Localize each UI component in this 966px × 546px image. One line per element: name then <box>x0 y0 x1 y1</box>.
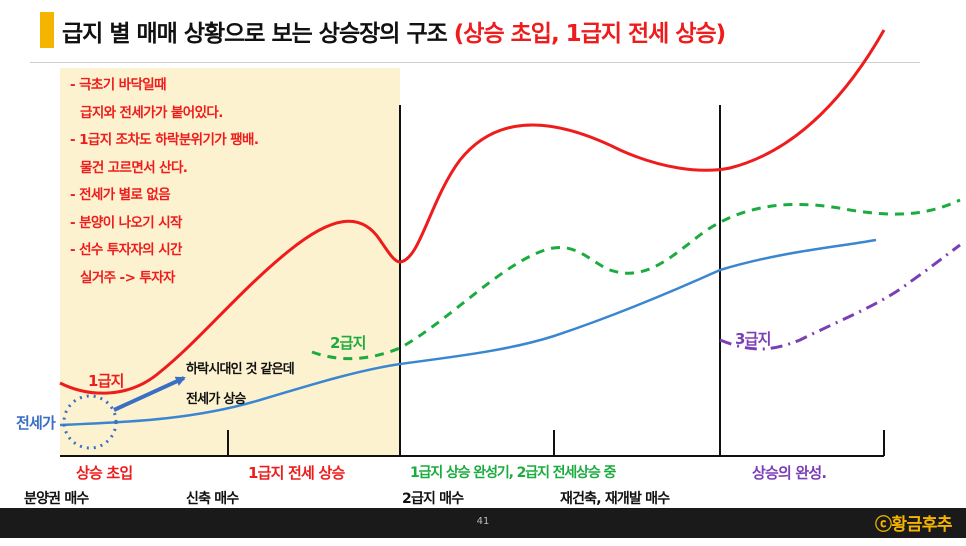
tier3-label: 3급지 <box>735 330 771 348</box>
phase-label: 1급지 전세 상승 <box>248 464 345 482</box>
title-main: 급지 별 매매 상황으로 보는 상승장의 구조 <box>62 21 448 47</box>
footer-bar <box>0 508 966 538</box>
tier2-label: 2급지 <box>330 334 366 352</box>
early-phase-notes: - 극초기 바닥일때 급지와 전세가가 붙어있다. - 1급지 조차도 하락분위… <box>70 72 259 292</box>
tier1-curve <box>59 29 886 395</box>
page-number: 41 <box>476 516 490 527</box>
phase-label: 상승의 완성. <box>752 464 827 482</box>
note-item: - 전세가 별로 없음 <box>70 187 171 203</box>
buy-label: 재건축, 재개발 매수 <box>560 491 670 507</box>
tier1-label: 1급지 <box>88 372 124 390</box>
note-item: 급지와 전세가가 붙어있다. <box>80 104 223 121</box>
note-item: - 분양이 나오기 시작 <box>70 214 182 231</box>
jeonse-label: 전세가 <box>16 414 56 432</box>
phase-label: 1급지 상승 완성기, 2급지 전세상승 중 <box>410 465 616 481</box>
bottom-focus-circle <box>62 394 118 450</box>
phase-label: 상승 초입 <box>76 464 133 482</box>
buy-label: 신축 매수 <box>186 491 239 507</box>
annotation-line2: 전세가 상승 <box>186 392 246 407</box>
annotation-line1: 하락시대인 것 같은데 <box>186 362 295 377</box>
rise-arrow <box>113 376 186 412</box>
note-item: - 선수 투자자의 시간 <box>70 242 182 258</box>
note-item: - 1급지 조차도 하락분위기가 팽배. <box>70 132 259 148</box>
note-item: 실거주 -> 투자자 <box>80 269 175 286</box>
note-item: - 극초기 바닥일때 <box>70 77 167 93</box>
title-highlight: (상승 초입, 1급지 전세 상승) <box>453 21 726 47</box>
title-accent-bar <box>40 12 54 48</box>
note-item: 물건 고르면서 산다. <box>80 159 188 176</box>
buy-label: 분양권 매수 <box>24 491 89 507</box>
title-divider <box>30 62 920 63</box>
jeonse-curve <box>59 238 877 427</box>
tier2-curve <box>311 198 961 361</box>
tier3-curve <box>719 243 961 351</box>
page-title: 급지 별 매매 상황으로 보는 상승장의 구조 (상승 초입, 1급지 전세 상… <box>62 14 726 48</box>
buy-label: 2급지 매수 <box>402 491 464 507</box>
copyright-label: ⓒ황금후추 <box>874 515 953 535</box>
